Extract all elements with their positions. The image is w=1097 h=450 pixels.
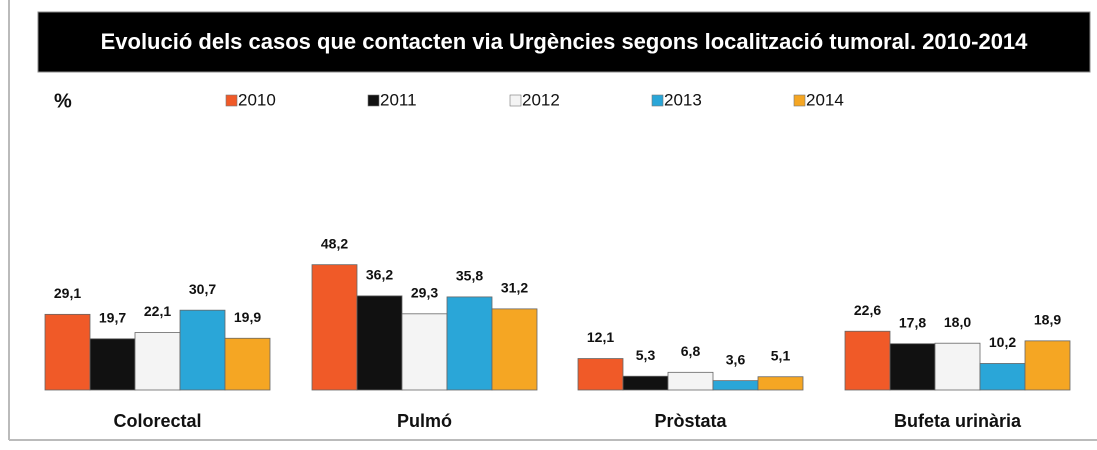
title-bar [37,11,1091,73]
legend-label: 2010 [238,90,276,109]
bar [134,332,181,391]
legend-swatch [367,94,380,107]
x-tick-label: Bufeta urinària [894,411,1022,431]
y-axis-label: % [54,90,72,112]
value-label: 22,6 [854,302,881,318]
bar [311,264,358,391]
value-label: 22,1 [144,303,171,319]
bar [401,313,448,391]
value-label: 35,8 [456,268,483,284]
legend-swatch [793,94,806,107]
value-label: 29,3 [411,285,438,301]
bar [577,358,624,391]
x-tick-label: Colorectal [113,411,201,431]
bar [89,338,136,391]
bar [844,330,891,391]
bar [1024,340,1071,391]
bar [622,375,669,391]
value-label: 17,8 [899,314,926,330]
value-label: 6,8 [681,343,701,359]
bar [491,308,538,391]
value-label: 36,2 [366,267,393,283]
bar [44,313,91,391]
value-label: 10,2 [989,334,1016,350]
chart-title: Evolució dels casos que contacten via Ur… [101,29,1029,54]
value-label: 5,1 [771,347,791,363]
value-label: 48,2 [321,235,348,251]
legend-label: 2014 [806,90,844,109]
value-label: 29,1 [54,285,81,301]
bar [179,309,226,391]
bar [224,337,271,391]
value-label: 19,9 [234,309,261,325]
value-label: 31,2 [501,280,528,296]
bar [712,380,759,391]
x-tick-label: Pròstata [654,411,727,431]
legend-swatch [225,94,238,107]
x-tick-label: Pulmó [397,411,452,431]
bar [356,295,403,391]
legend-swatch [509,94,522,107]
value-label: 5,3 [636,347,656,363]
bar [446,296,493,391]
value-label: 18,0 [944,314,971,330]
value-label: 18,9 [1034,312,1061,328]
bar [889,343,936,391]
value-label: 3,6 [726,351,746,367]
value-label: 30,7 [189,281,216,297]
legend-label: 2011 [380,90,417,109]
legend-label: 2012 [522,90,560,109]
value-label: 12,1 [587,329,614,345]
value-label: 19,7 [99,309,126,325]
bar [979,363,1026,391]
legend-label: 2013 [664,90,702,109]
legend-swatch [651,94,664,107]
bar [757,376,804,391]
bar [934,342,981,391]
bar [667,371,714,391]
